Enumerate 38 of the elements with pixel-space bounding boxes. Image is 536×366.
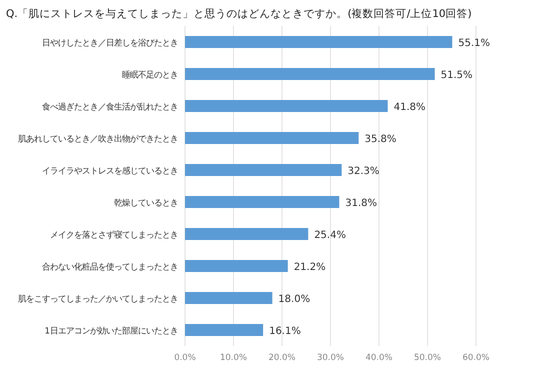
chart-title: Q.「肌にストレスを与えてしまった」と思うのはどんなときですか。(複数回答可/上位10回答) xyxy=(6,7,472,20)
y-tick-label: 日やけしたとき／日差しを浴びたとき xyxy=(42,38,178,48)
y-tick-label: イライラやストレスを感じているとき xyxy=(42,166,178,176)
y-tick-label: メイクを落とさず寝てしまったとき xyxy=(50,230,178,240)
data-label: 21.2% xyxy=(294,262,326,273)
data-label: 16.1% xyxy=(269,326,301,337)
data-label: 55.1% xyxy=(458,38,490,49)
x-tick-label: 30.0% xyxy=(316,353,344,363)
y-tick-label: 合わない化粧品を使ってしまったとき xyxy=(42,262,178,272)
data-label: 35.8% xyxy=(364,134,396,145)
bar xyxy=(185,68,435,80)
data-label: 32.3% xyxy=(348,166,380,177)
x-tick-label: 60.0% xyxy=(462,353,490,363)
bar xyxy=(185,164,342,176)
bar xyxy=(185,324,264,336)
bar xyxy=(185,100,388,112)
y-tick-label: 乾燥しているとき xyxy=(114,198,178,208)
data-label: 18.0% xyxy=(278,294,310,305)
x-tick-label: 40.0% xyxy=(365,353,393,363)
y-tick-label: 食べ過ぎたとき／食生活が乱れたとき xyxy=(42,102,178,112)
x-tick-label: 10.0% xyxy=(220,353,248,363)
bar xyxy=(185,36,452,48)
x-tick-label: 20.0% xyxy=(268,353,296,363)
y-tick-label: 肌あれしているとき／吹き出物ができたとき xyxy=(18,134,178,144)
bar xyxy=(185,260,288,272)
bar xyxy=(185,228,308,240)
data-label: 51.5% xyxy=(440,70,473,81)
data-label: 25.4% xyxy=(314,230,346,241)
bar xyxy=(185,132,359,144)
x-tick-label: 50.0% xyxy=(414,353,442,363)
y-tick-label: 1日エアコンが効いた部屋にいたとき xyxy=(44,326,178,336)
x-tick-label: 0.0% xyxy=(174,353,196,363)
data-label: 31.8% xyxy=(345,198,378,209)
bar xyxy=(185,196,340,208)
bar xyxy=(185,292,272,304)
data-label: 41.8% xyxy=(394,102,426,113)
y-tick-label: 肌をこすってしまった／かいてしまったとき xyxy=(18,294,178,304)
y-tick-label: 睡眠不足のとき xyxy=(122,70,178,80)
